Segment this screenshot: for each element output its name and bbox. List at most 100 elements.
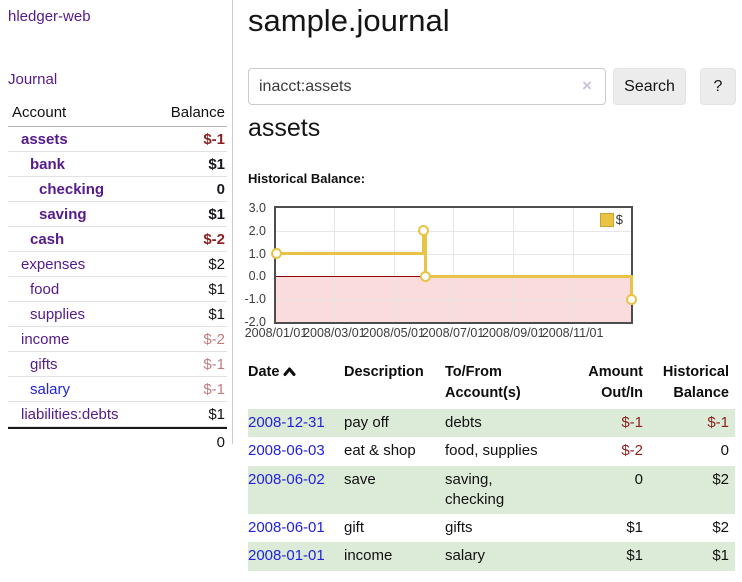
account-link[interactable]: gifts bbox=[30, 355, 58, 373]
x-tick-label: 2008/07/01 bbox=[421, 326, 485, 340]
data-point-marker bbox=[270, 248, 282, 260]
account-balance: $-1 bbox=[203, 130, 225, 148]
transaction-balance: $1 bbox=[712, 547, 729, 565]
account-link[interactable]: food bbox=[30, 280, 60, 298]
account-link[interactable]: bank bbox=[30, 155, 66, 173]
chart-legend: $ bbox=[599, 212, 623, 227]
accounts-total-row: 0 bbox=[8, 427, 227, 453]
accounts-table-header: Account Balance bbox=[8, 104, 227, 127]
account-link[interactable]: liabilities:debts bbox=[21, 405, 119, 423]
plot-area: $ bbox=[270, 206, 637, 324]
search-form: × Search ? bbox=[248, 68, 742, 105]
transaction-balance: $2 bbox=[712, 470, 729, 488]
account-row: bank $1 bbox=[8, 152, 227, 177]
transaction-amount: $-2 bbox=[621, 442, 643, 460]
y-tick-label: 1.0 bbox=[248, 246, 266, 261]
account-link[interactable]: supplies bbox=[30, 305, 86, 323]
chart-title: Historical Balance: bbox=[248, 171, 366, 186]
transaction-accounts: food, supplies bbox=[445, 442, 538, 460]
account-link[interactable]: expenses bbox=[21, 255, 86, 273]
y-tick-label: 2.0 bbox=[248, 223, 266, 238]
transaction-amount: $1 bbox=[626, 519, 643, 537]
help-button[interactable]: ? bbox=[700, 68, 736, 105]
account-row: income $-2 bbox=[8, 327, 227, 352]
transaction-amount: $-1 bbox=[621, 414, 643, 432]
account-link[interactable]: assets bbox=[21, 130, 68, 148]
transaction-description: pay off bbox=[344, 414, 389, 432]
header-tofrom-accounts: To/From Account(s) bbox=[445, 364, 521, 401]
transaction-accounts: salary bbox=[445, 547, 486, 565]
sort-ascending-icon bbox=[283, 363, 296, 384]
account-balance: $-1 bbox=[203, 380, 225, 398]
account-link[interactable]: saving bbox=[39, 205, 87, 223]
transaction-date-link[interactable]: 2008-01-01 bbox=[248, 547, 325, 565]
account-link[interactable]: salary bbox=[30, 380, 71, 398]
header-amount: Amount Out/In bbox=[588, 364, 643, 401]
transaction-date-link[interactable]: 2008-06-03 bbox=[248, 442, 325, 460]
gridline bbox=[513, 208, 515, 322]
x-tick-label: 2008/05/01 bbox=[362, 326, 425, 340]
transaction-balance: $-1 bbox=[707, 414, 729, 432]
transactions-table: Date Description To/From Account(s) Amou… bbox=[248, 360, 735, 571]
accounts-header-balance: Balance bbox=[170, 104, 225, 121]
transaction-amount: 0 bbox=[634, 470, 643, 488]
series-segment bbox=[629, 274, 633, 301]
x-tick-label: 2008/01/01 bbox=[244, 326, 308, 340]
account-balance: $-1 bbox=[203, 355, 225, 373]
clear-search-icon[interactable]: × bbox=[582, 76, 592, 95]
sidebar-item-journal[interactable]: Journal bbox=[8, 71, 58, 88]
y-tick-label: -1.0 bbox=[244, 292, 266, 307]
series-segment bbox=[276, 252, 424, 256]
series-segment bbox=[422, 229, 426, 256]
transaction-accounts: debts bbox=[445, 414, 482, 432]
account-heading: assets bbox=[248, 114, 321, 142]
transaction-description: income bbox=[344, 547, 393, 565]
account-link[interactable]: checking bbox=[39, 180, 105, 198]
transaction-description: gift bbox=[344, 519, 365, 537]
transaction-date-link[interactable]: 2008-06-02 bbox=[248, 470, 325, 488]
account-balance: $1 bbox=[208, 305, 225, 323]
transaction-date-link[interactable]: 2008-12-31 bbox=[248, 414, 325, 432]
header-date[interactable]: Date bbox=[248, 360, 344, 409]
app-brand-link[interactable]: hledger-web bbox=[8, 8, 91, 25]
legend-swatch-icon bbox=[599, 212, 614, 227]
transaction-row[interactable]: 2008-06-03 eat & shop food, supplies $-2… bbox=[248, 437, 735, 465]
data-point-marker bbox=[420, 270, 432, 282]
account-row: cash $-2 bbox=[8, 227, 227, 252]
y-tick-label: 3.0 bbox=[248, 201, 266, 215]
account-balance: $1 bbox=[208, 405, 225, 423]
account-link[interactable]: income bbox=[21, 330, 70, 348]
legend-label: $ bbox=[615, 212, 623, 227]
page-title: sample.journal bbox=[248, 3, 450, 38]
transaction-balance: $2 bbox=[712, 519, 729, 537]
account-row: salary $-1 bbox=[8, 377, 227, 402]
transaction-row[interactable]: 2008-06-02 save saving, checking 0 $2 bbox=[248, 465, 735, 515]
account-balance: 0 bbox=[216, 180, 225, 198]
account-balance: $2 bbox=[208, 255, 225, 273]
search-button[interactable]: Search bbox=[613, 68, 686, 105]
gridline bbox=[334, 208, 336, 322]
gridline bbox=[453, 208, 454, 322]
transaction-row[interactable]: 2008-06-01 gift gifts $1 $2 bbox=[248, 514, 735, 542]
x-tick-label: 2008/11/01 bbox=[541, 326, 604, 340]
account-link[interactable]: cash bbox=[30, 230, 65, 248]
accounts-header-account: Account bbox=[12, 104, 67, 121]
transaction-accounts: saving, checking bbox=[445, 470, 505, 508]
account-balance: $1 bbox=[208, 205, 225, 223]
series-segment bbox=[425, 274, 631, 278]
account-row: saving $1 bbox=[8, 202, 227, 227]
transaction-row[interactable]: 2008-12-31 pay off debts $-1 $-1 bbox=[248, 409, 735, 438]
transaction-balance: 0 bbox=[720, 442, 729, 460]
search-input[interactable] bbox=[248, 68, 606, 105]
account-balance: $-2 bbox=[203, 230, 225, 248]
transaction-description: save bbox=[344, 470, 376, 488]
x-tick-label: 2008/03/01 bbox=[303, 326, 366, 340]
header-date-label: Date bbox=[248, 364, 280, 380]
transactions-header-row: Date Description To/From Account(s) Amou… bbox=[248, 360, 735, 409]
sidebar: hledger-web Journal Account Balance asse… bbox=[0, 0, 233, 451]
transaction-date-link[interactable]: 2008-06-01 bbox=[248, 519, 325, 537]
transaction-row[interactable]: 2008-01-01 income salary $1 $1 bbox=[248, 542, 735, 571]
header-historical-balance: Historical Balance bbox=[662, 364, 729, 401]
account-balance: $-2 bbox=[203, 330, 225, 348]
account-row: expenses $2 bbox=[8, 252, 227, 277]
